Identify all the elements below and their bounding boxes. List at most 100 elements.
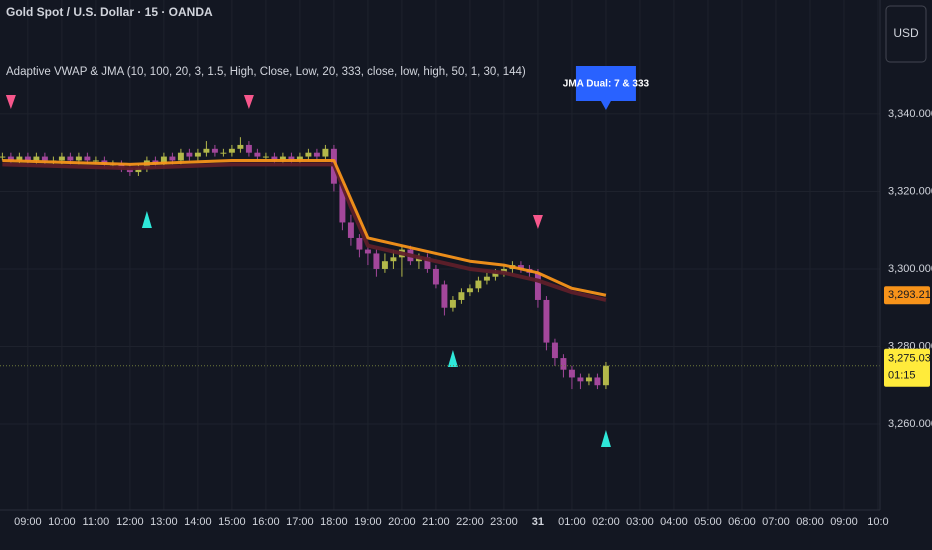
jma-price-tag bbox=[884, 286, 930, 305]
x-tick-label: 11:00 bbox=[83, 516, 110, 528]
symbol-title: Gold Spot / U.S. Dollar · 15 · OANDA bbox=[6, 5, 213, 19]
candle-body bbox=[296, 156, 303, 161]
candle-body bbox=[160, 156, 167, 165]
x-tick-label: 06:00 bbox=[728, 516, 756, 528]
candle-body bbox=[194, 152, 201, 157]
candle-body bbox=[602, 365, 609, 386]
candle-body bbox=[271, 156, 278, 161]
annotation-text: JMA Dual: 7 & 333 bbox=[563, 79, 650, 90]
x-tick-label: 10:00 bbox=[48, 516, 76, 528]
candle-body bbox=[84, 156, 91, 161]
indicator-line bbox=[2, 158, 607, 297]
x-tick-label: 03:00 bbox=[626, 516, 654, 528]
candle-body bbox=[475, 280, 482, 289]
candle-body bbox=[390, 257, 397, 262]
x-tick-label: 17:00 bbox=[286, 516, 314, 528]
candle-body bbox=[186, 152, 193, 157]
candle-body bbox=[24, 156, 31, 161]
candle-body bbox=[424, 257, 431, 269]
candle-body bbox=[177, 152, 184, 161]
x-tick-label: 09:00 bbox=[830, 516, 858, 528]
x-tick-label: 05:00 bbox=[694, 516, 722, 528]
candle-body bbox=[568, 369, 575, 378]
candle-body bbox=[322, 148, 329, 157]
candle-body bbox=[381, 261, 388, 269]
currency-button[interactable] bbox=[885, 5, 927, 63]
candle-body bbox=[534, 272, 541, 300]
candle-body bbox=[347, 222, 354, 238]
candle-body bbox=[356, 237, 363, 250]
buy-signal bbox=[141, 211, 152, 228]
sell-signal bbox=[532, 215, 543, 229]
x-tick-label: 13:00 bbox=[150, 516, 178, 528]
candle-body bbox=[237, 144, 244, 149]
candle-body bbox=[0, 156, 6, 158]
candle-body bbox=[458, 292, 465, 300]
candle-body bbox=[220, 152, 227, 154]
candle-body bbox=[288, 156, 295, 161]
y-tick-label: 3,260.000 bbox=[888, 418, 932, 430]
plot bbox=[0, 66, 880, 447]
grid bbox=[0, 0, 880, 510]
candle-body bbox=[339, 183, 346, 223]
candle-body bbox=[245, 144, 252, 153]
currency-label[interactable]: USD bbox=[893, 26, 919, 40]
candle-body bbox=[585, 377, 592, 382]
candle-body bbox=[373, 253, 380, 269]
candle-body bbox=[33, 156, 40, 161]
candle-body bbox=[16, 156, 23, 161]
jma-price-label: 3,293.217 bbox=[888, 289, 932, 301]
candle-body bbox=[279, 156, 286, 161]
candle-body bbox=[517, 265, 524, 269]
candle-body bbox=[75, 156, 82, 161]
x-tick-label: 18:00 bbox=[320, 516, 348, 528]
candle-body bbox=[254, 152, 261, 157]
x-tick-label: 12:00 bbox=[116, 516, 144, 528]
x-tick-label: 04:00 bbox=[660, 516, 688, 528]
x-tick-label: 19:00 bbox=[354, 516, 382, 528]
candle-body bbox=[466, 288, 473, 293]
sell-signal bbox=[5, 95, 16, 109]
candle-body bbox=[577, 377, 584, 382]
last-price-label: 3,275.035 bbox=[888, 353, 932, 365]
candle-body bbox=[594, 377, 601, 386]
annotation-callout bbox=[575, 66, 636, 110]
candle-body bbox=[92, 160, 99, 162]
sell-signal bbox=[243, 95, 254, 109]
y-tick-label: 3,340.000 bbox=[888, 108, 932, 120]
x-tick-label: 22:00 bbox=[456, 516, 484, 528]
x-tick-label: 21:00 bbox=[422, 516, 450, 528]
candle-body bbox=[364, 249, 371, 254]
countdown-label: 01:15 bbox=[888, 370, 916, 382]
candle-body bbox=[305, 152, 312, 157]
candle-body bbox=[211, 148, 218, 153]
candle-body bbox=[228, 148, 235, 153]
candle-body bbox=[135, 168, 142, 173]
x-tick-label: 14:00 bbox=[184, 516, 212, 528]
candle-body bbox=[313, 152, 320, 157]
candle-body bbox=[492, 272, 499, 277]
candle-body bbox=[483, 276, 490, 281]
indicator-line bbox=[2, 162, 607, 302]
x-tick-label: 15:00 bbox=[218, 516, 246, 528]
candle-body bbox=[41, 156, 48, 161]
candle-body bbox=[7, 156, 14, 161]
candle-body bbox=[203, 148, 210, 153]
x-tick-label: 02:00 bbox=[592, 516, 620, 528]
x-tick-label: 20:00 bbox=[388, 516, 416, 528]
buy-signal bbox=[447, 350, 458, 367]
x-tick-label: 07:00 bbox=[762, 516, 790, 528]
candle-body bbox=[560, 358, 567, 370]
x-tick-label: 16:00 bbox=[252, 516, 280, 528]
x-tick-label: 01:00 bbox=[558, 516, 586, 528]
x-tick-label: 10:0 bbox=[867, 516, 888, 528]
y-tick-label: 3,300.000 bbox=[888, 263, 932, 275]
y-tick-label: 3,320.000 bbox=[888, 185, 932, 197]
candle-body bbox=[449, 299, 456, 308]
candle-body bbox=[58, 156, 65, 161]
indicator-legend: Adaptive VWAP & JMA (10, 100, 20, 3, 1.5… bbox=[6, 66, 526, 78]
candle-body bbox=[169, 156, 176, 161]
candle-body bbox=[551, 342, 558, 359]
last-price-tag bbox=[884, 348, 930, 387]
